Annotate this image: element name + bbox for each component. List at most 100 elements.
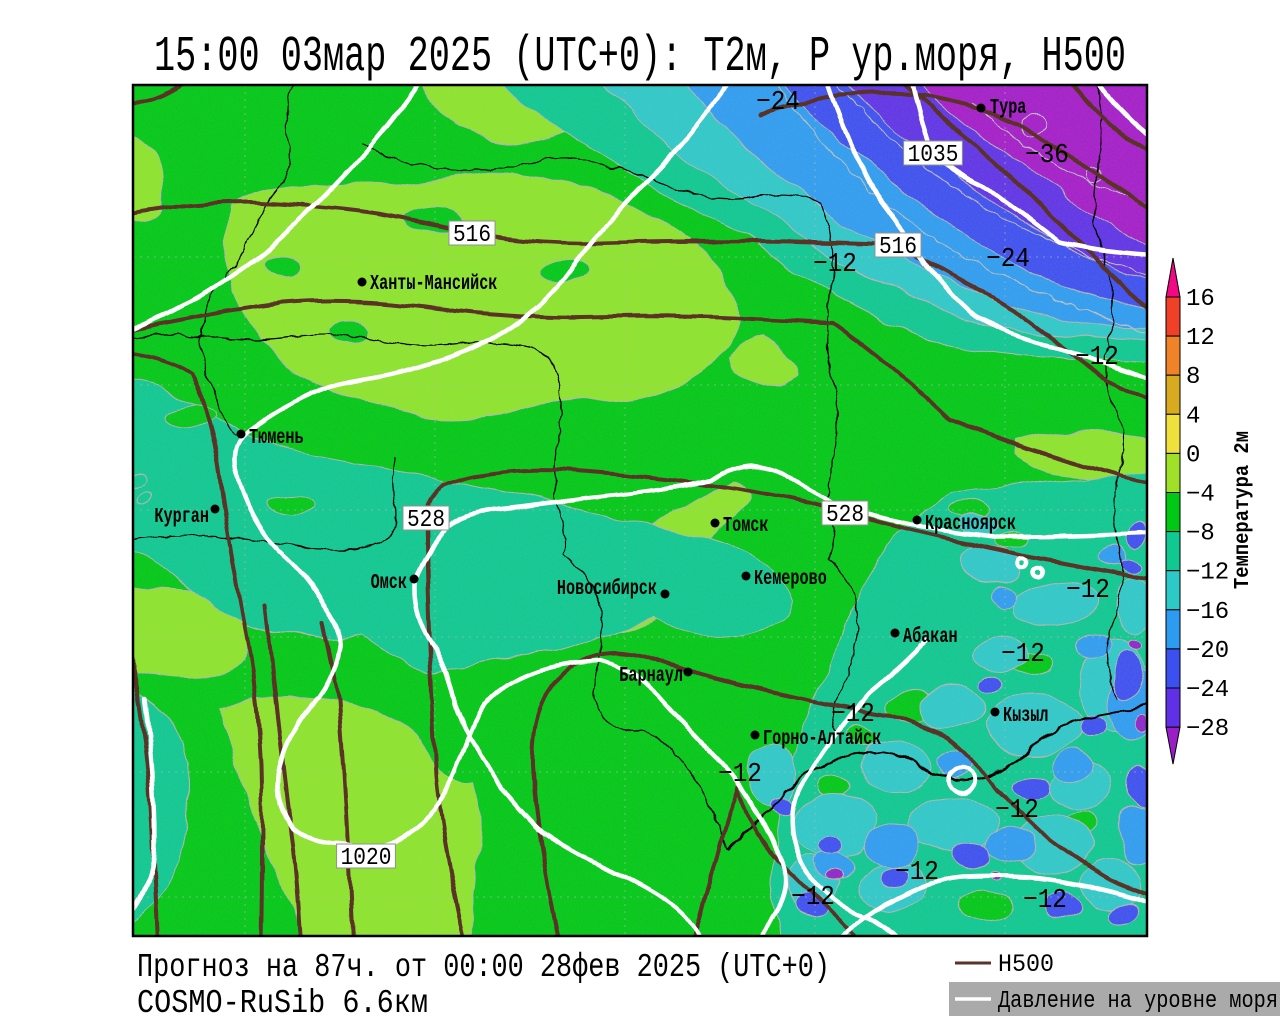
svg-text:528: 528 bbox=[407, 507, 445, 534]
svg-text:−12: −12 bbox=[831, 700, 875, 730]
city-label: Ханты-Мансийск bbox=[370, 273, 497, 296]
city-dot bbox=[660, 589, 670, 599]
svg-text:1020: 1020 bbox=[341, 845, 392, 872]
colorbar-segment bbox=[1165, 609, 1181, 650]
city-Кызыл: Кызыл bbox=[990, 705, 1049, 728]
contour-label--24: −24 bbox=[756, 88, 800, 118]
city-Новосибирск: Новосибирск bbox=[557, 578, 670, 601]
contour-label--12: −12 bbox=[995, 796, 1039, 826]
svg-text:1035: 1035 bbox=[908, 142, 959, 169]
city-Барнаул: Барнаул bbox=[619, 665, 693, 688]
contour-label--12: −12 bbox=[1023, 886, 1067, 916]
city-Курган: Курган bbox=[154, 504, 220, 529]
city-dot bbox=[710, 518, 720, 528]
colorbar-title: Температура 2м bbox=[1232, 431, 1255, 589]
city-dot bbox=[683, 667, 693, 677]
contour-label--24: −24 bbox=[986, 245, 1030, 275]
contour-label--12: −12 bbox=[813, 250, 857, 280]
colorbar-segment bbox=[1165, 374, 1181, 415]
colorbar-tick: −16 bbox=[1186, 599, 1229, 626]
colorbar-segment bbox=[1165, 296, 1181, 337]
city-label: Красноярск bbox=[925, 513, 1016, 536]
contour-label--12: −12 bbox=[895, 858, 939, 888]
svg-text:−24: −24 bbox=[756, 88, 800, 118]
colorbar-tick: 8 bbox=[1186, 364, 1200, 391]
colorbar-tick: 12 bbox=[1186, 325, 1215, 352]
city-label: Тюмень bbox=[249, 427, 304, 450]
contour-label-516: 516 bbox=[874, 232, 922, 261]
contour-label--12: −12 bbox=[718, 760, 762, 790]
svg-text:516: 516 bbox=[453, 222, 491, 249]
colorbar-tick: −12 bbox=[1186, 560, 1229, 587]
forecast-info: Прогноз на 87ч. от 00:00 28фев 2025 (UTC… bbox=[137, 949, 830, 986]
city-label: Барнаул bbox=[619, 665, 683, 688]
city-label: Тура bbox=[990, 97, 1027, 120]
svg-text:−24: −24 bbox=[986, 245, 1030, 275]
contour-label--36: −36 bbox=[1025, 141, 1069, 171]
city-dot bbox=[741, 571, 751, 581]
colorbar-tick: 16 bbox=[1186, 286, 1215, 313]
city-dot bbox=[750, 730, 760, 740]
contour-label--12: −12 bbox=[1066, 576, 1110, 606]
graticule bbox=[133, 85, 1147, 936]
svg-text:−12: −12 bbox=[895, 858, 939, 888]
contour-label--12: −12 bbox=[831, 700, 875, 730]
colorbar-tick: −20 bbox=[1186, 638, 1229, 665]
contour-label-528: 528 bbox=[821, 500, 869, 529]
city-dot bbox=[976, 103, 986, 113]
city-Красноярск: Красноярск bbox=[912, 513, 1016, 536]
city-Томск: Томск bbox=[710, 515, 769, 538]
colorbar-segment bbox=[1165, 531, 1181, 572]
svg-text:528: 528 bbox=[826, 502, 864, 529]
colorbar-tick: −4 bbox=[1186, 482, 1215, 509]
svg-text:−12: −12 bbox=[791, 883, 835, 913]
city-dot bbox=[357, 277, 367, 287]
pressure-contours bbox=[133, 85, 1147, 936]
colorbar-segment bbox=[1165, 687, 1181, 728]
svg-text:−12: −12 bbox=[995, 796, 1039, 826]
city-markers: Тура Ханты-Мансийск Тюмень Курган Омск Томск Н… bbox=[154, 97, 1048, 751]
map-border bbox=[131, 83, 1149, 938]
colorbar-segment bbox=[1165, 452, 1181, 493]
contour-label-528: 528 bbox=[402, 505, 450, 534]
model-info: COSMO-RuSib 6.6км bbox=[137, 985, 428, 1022]
colorbar-tick: −24 bbox=[1186, 677, 1229, 704]
city-label: Горно-Алтайск bbox=[763, 728, 881, 751]
city-label: Кызыл bbox=[1003, 705, 1049, 728]
svg-text:−36: −36 bbox=[1025, 141, 1069, 171]
contour-label-1035: 1035 bbox=[903, 140, 963, 169]
city-label: Томск bbox=[723, 515, 769, 538]
contour-label-516: 516 bbox=[448, 220, 496, 249]
state-border bbox=[727, 703, 1147, 851]
pressure-legend-bg bbox=[949, 982, 1280, 1016]
minor-contours bbox=[775, 85, 1147, 334]
contour-label--12: −12 bbox=[1001, 640, 1045, 670]
contour-label--12: −12 bbox=[791, 883, 835, 913]
colorbar-tick: −28 bbox=[1186, 716, 1229, 743]
contour-label-1020: 1020 bbox=[336, 843, 396, 872]
city-label: Новосибирск bbox=[557, 578, 657, 601]
svg-text:−12: −12 bbox=[813, 250, 857, 280]
colorbar-arrow-below bbox=[1165, 726, 1181, 765]
colorbar-segment bbox=[1165, 570, 1181, 611]
h500-legend-label: H500 bbox=[998, 950, 1054, 979]
city-Тюмень: Тюмень bbox=[236, 427, 304, 450]
city-dot bbox=[236, 429, 246, 439]
city-dot bbox=[210, 504, 220, 514]
svg-text:−12: −12 bbox=[1066, 576, 1110, 606]
admin-boundaries bbox=[133, 85, 1125, 851]
colorbar-tick: −8 bbox=[1186, 521, 1215, 548]
pressure-legend-label: Давление на уровне моря bbox=[998, 988, 1278, 1015]
colorbar-segment bbox=[1165, 492, 1181, 533]
svg-text:−12: −12 bbox=[1075, 343, 1119, 373]
city-label: Абакан bbox=[903, 626, 958, 649]
city-Омск: Омск bbox=[371, 572, 419, 595]
city-label: Омск bbox=[371, 572, 407, 595]
city-Ханты-Мансийск: Ханты-Мансийск bbox=[357, 273, 497, 296]
city-Горно-Алтайск: Горно-Алтайск bbox=[750, 728, 881, 751]
colorbar: 16 12 8 4 0 −4 −8 −12 −16 −20 −24 −28 bbox=[1165, 257, 1229, 765]
city-label: Кемерово bbox=[754, 568, 827, 591]
city-label: Курган bbox=[154, 506, 209, 529]
city-Тура: Тура bbox=[976, 97, 1027, 120]
